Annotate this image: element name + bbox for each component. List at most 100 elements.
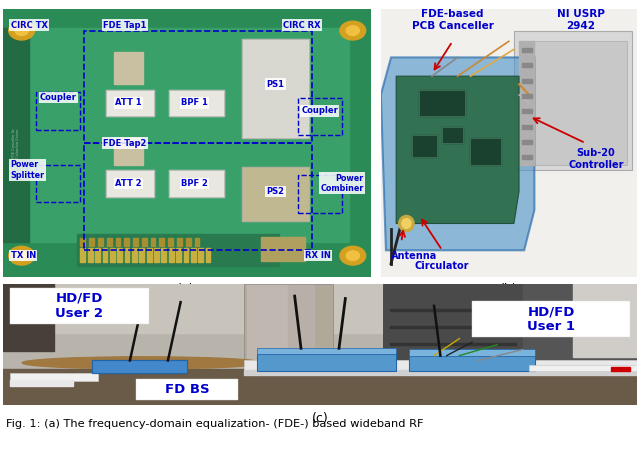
Bar	[159, 238, 164, 246]
Bar	[243, 38, 308, 138]
Bar	[88, 248, 93, 262]
Bar	[169, 248, 173, 262]
Bar	[522, 48, 532, 52]
Bar	[10, 372, 99, 381]
Bar	[102, 248, 108, 262]
Bar	[10, 288, 149, 324]
Bar	[132, 248, 137, 262]
Text: CIRC TX: CIRC TX	[10, 21, 47, 30]
Text: FDE-based
PCB Canceller: FDE-based PCB Canceller	[412, 9, 493, 31]
Bar	[573, 284, 637, 357]
Bar	[125, 248, 129, 262]
Bar	[522, 155, 532, 159]
Bar	[470, 138, 501, 164]
Bar	[419, 90, 465, 116]
Bar	[529, 365, 637, 371]
Circle shape	[15, 26, 28, 35]
Bar	[106, 170, 154, 197]
Bar	[470, 138, 501, 164]
Bar	[519, 41, 534, 164]
Text: FDE Tap2: FDE Tap2	[103, 139, 147, 147]
Bar	[147, 248, 152, 262]
Bar	[412, 135, 437, 157]
Text: RX IN: RX IN	[305, 251, 331, 260]
Text: Power
Splitter: Power Splitter	[10, 160, 45, 180]
Bar	[10, 380, 73, 386]
Bar	[244, 284, 333, 363]
Text: Sub-20
Controller: Sub-20 Controller	[568, 148, 623, 170]
Circle shape	[346, 26, 360, 35]
Bar	[84, 143, 312, 250]
Bar	[522, 109, 532, 113]
Ellipse shape	[22, 357, 263, 369]
Bar	[169, 90, 224, 116]
Bar	[89, 238, 94, 246]
Text: BPF 1: BPF 1	[181, 98, 208, 108]
Bar	[522, 125, 532, 129]
Bar	[514, 31, 632, 170]
Bar	[383, 284, 523, 369]
Text: FDE Canceller Sc
Columbia Univer: FDE Canceller Sc Columbia Univer	[12, 128, 20, 158]
Bar	[107, 238, 111, 246]
Circle shape	[9, 21, 35, 40]
Bar	[116, 238, 120, 246]
Bar	[169, 170, 224, 197]
Bar	[124, 238, 129, 246]
Bar	[611, 367, 630, 371]
Bar	[81, 238, 85, 246]
Bar	[522, 140, 532, 144]
Bar	[390, 343, 516, 345]
Bar	[261, 237, 305, 261]
Bar	[84, 31, 312, 143]
Bar	[114, 52, 143, 84]
Bar	[133, 238, 138, 246]
Circle shape	[15, 251, 28, 261]
Text: FDE Tap1: FDE Tap1	[103, 21, 147, 30]
Bar	[36, 92, 81, 130]
Bar	[288, 285, 314, 362]
Polygon shape	[381, 57, 534, 250]
Bar	[412, 135, 437, 157]
Bar	[161, 248, 166, 262]
Bar	[519, 41, 627, 164]
Bar	[3, 28, 29, 242]
Text: NI USRP
2942: NI USRP 2942	[557, 9, 604, 31]
Circle shape	[402, 218, 411, 229]
Bar	[184, 248, 188, 262]
Bar	[150, 238, 156, 246]
Bar	[243, 167, 308, 221]
Bar	[244, 360, 637, 371]
Bar	[77, 234, 279, 267]
Text: Fig. 1: (a) The frequency-domain equalization- (FDE-) based wideband RF: Fig. 1: (a) The frequency-domain equaliz…	[6, 419, 424, 429]
Bar	[523, 284, 637, 369]
Bar	[3, 284, 54, 351]
Bar	[472, 301, 630, 338]
Bar	[442, 127, 463, 143]
Text: Power
Combiner: Power Combiner	[321, 174, 364, 193]
Bar	[3, 284, 637, 333]
Circle shape	[9, 246, 35, 265]
Bar	[169, 90, 224, 116]
Text: (a): (a)	[177, 283, 195, 295]
Bar	[257, 348, 396, 354]
Text: ATT 2: ATT 2	[115, 179, 141, 188]
Bar	[390, 309, 516, 311]
Bar	[186, 238, 191, 246]
Text: Antenna: Antenna	[391, 251, 437, 261]
Bar	[298, 98, 342, 135]
Bar	[298, 175, 342, 213]
Text: HD/FD
User 1: HD/FD User 1	[527, 305, 575, 333]
Bar	[3, 369, 637, 405]
Bar	[114, 138, 143, 164]
Bar	[106, 90, 154, 116]
Bar	[110, 248, 115, 262]
Text: PS2: PS2	[266, 187, 285, 196]
Bar	[205, 248, 211, 262]
Bar	[522, 79, 532, 82]
Bar	[177, 238, 182, 246]
Bar	[198, 248, 203, 262]
Bar	[390, 326, 516, 327]
Text: HD/FD
User 2: HD/FD User 2	[55, 292, 103, 320]
Bar	[36, 164, 81, 202]
Text: BPF 2: BPF 2	[181, 179, 208, 188]
